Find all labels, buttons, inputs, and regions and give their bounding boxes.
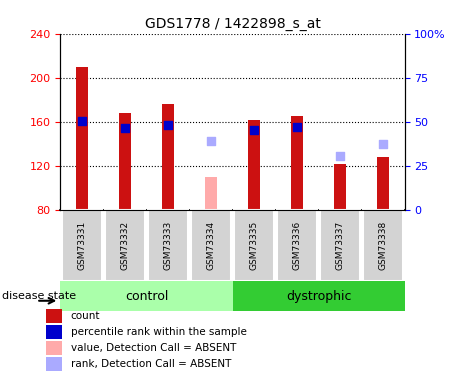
Point bbox=[207, 138, 215, 144]
Point bbox=[250, 127, 258, 133]
Point bbox=[164, 122, 172, 128]
Bar bbox=[46, 325, 62, 339]
Bar bbox=[291, 116, 304, 210]
Bar bbox=[277, 210, 317, 281]
Bar bbox=[60, 281, 232, 311]
Bar bbox=[161, 104, 174, 210]
Bar bbox=[105, 210, 145, 281]
Bar bbox=[191, 210, 231, 281]
Bar bbox=[62, 210, 102, 281]
Text: GSM73337: GSM73337 bbox=[336, 221, 345, 270]
Bar bbox=[46, 357, 62, 371]
Bar bbox=[333, 164, 346, 210]
Text: GSM73332: GSM73332 bbox=[120, 221, 129, 270]
Text: GSM73336: GSM73336 bbox=[292, 221, 301, 270]
Bar bbox=[46, 309, 62, 323]
Bar bbox=[320, 210, 360, 281]
Text: percentile rank within the sample: percentile rank within the sample bbox=[71, 327, 247, 337]
Point bbox=[293, 124, 301, 130]
Bar bbox=[234, 210, 274, 281]
Bar bbox=[232, 281, 405, 311]
Bar bbox=[75, 67, 88, 210]
Point bbox=[336, 153, 344, 159]
Text: value, Detection Call = ABSENT: value, Detection Call = ABSENT bbox=[71, 343, 236, 353]
Bar bbox=[148, 210, 188, 281]
Bar bbox=[247, 120, 260, 210]
Point bbox=[121, 126, 129, 132]
Text: GSM73333: GSM73333 bbox=[164, 221, 173, 270]
Point bbox=[78, 118, 86, 124]
Bar bbox=[363, 210, 403, 281]
Text: GSM73334: GSM73334 bbox=[206, 221, 215, 270]
Bar bbox=[119, 113, 132, 210]
Text: GSM73331: GSM73331 bbox=[78, 221, 86, 270]
Text: GSM73338: GSM73338 bbox=[379, 221, 387, 270]
Text: dystrophic: dystrophic bbox=[286, 290, 351, 303]
Text: count: count bbox=[71, 311, 100, 321]
Bar bbox=[46, 341, 62, 355]
Text: rank, Detection Call = ABSENT: rank, Detection Call = ABSENT bbox=[71, 359, 231, 369]
Text: GSM73335: GSM73335 bbox=[250, 221, 259, 270]
Text: disease state: disease state bbox=[2, 291, 76, 301]
Title: GDS1778 / 1422898_s_at: GDS1778 / 1422898_s_at bbox=[145, 17, 320, 32]
Text: control: control bbox=[125, 290, 168, 303]
Bar bbox=[205, 177, 218, 210]
Point bbox=[379, 141, 387, 147]
Bar bbox=[377, 157, 390, 210]
